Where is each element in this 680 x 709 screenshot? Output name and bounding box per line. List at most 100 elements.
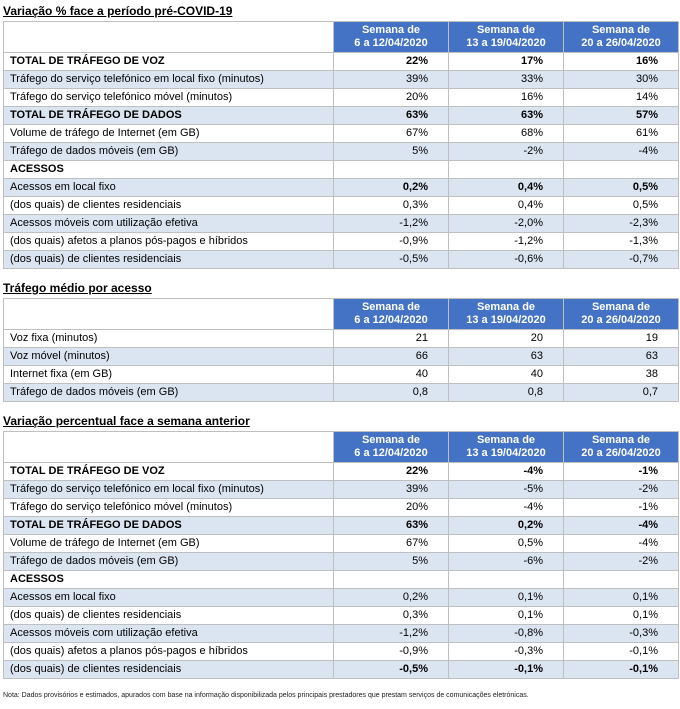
column-header: Semana de 20 a 26/04/2020 [563,298,679,330]
table-row: Acessos móveis com utilização efetiva -1,… [3,624,679,643]
value-cell: -4% [448,462,564,481]
section-variation-pre-covid: Variação % face a período pré-COVID-19 S… [3,4,679,269]
value-cell: 14% [563,88,679,107]
value-cell: 39% [333,480,449,499]
data-table-variation-previous-week: Semana de 6 a 12/04/2020 Semana de 13 a 19/… [3,431,679,679]
column-header-line2: 6 a 12/04/2020 [354,447,428,459]
column-header-line1: Semana de [591,301,651,313]
value-cell: -0,3% [448,642,564,661]
value-cell: 0,1% [563,606,679,625]
row-label: Tráfego do serviço telefónico em local f… [3,70,334,89]
value-cell: -1% [563,462,679,481]
value-cell: 0,2% [448,516,564,535]
row-label: (dos quais) de clientes residenciais [3,196,334,215]
table-row: (dos quais) afetos a planos pós-pagos e … [3,642,679,661]
row-label: (dos quais) de clientes residenciais [3,660,334,679]
table-body: Voz fixa (minutos) 21 20 19 Voz móvel (minut… [3,329,679,402]
table-row: ACESSOS [3,570,679,589]
table-row: Tráfego de dados móveis (em GB) 5% -2% -4% [3,142,679,161]
row-label: ACESSOS [3,160,334,179]
value-cell: -1,2% [448,232,564,251]
value-cell: 39% [333,70,449,89]
value-cell: 0,3% [333,606,449,625]
table-row: ACESSOS [3,160,679,179]
value-cell: 22% [333,462,449,481]
value-cell: -4% [448,498,564,517]
row-label: Volume de tráfego de Internet (em GB) [3,534,334,553]
row-label: TOTAL DE TRÁFEGO DE VOZ [3,462,334,481]
value-cell: -0,8% [448,624,564,643]
value-cell: 63% [448,106,564,125]
value-cell: 68% [448,124,564,143]
data-table-average-traffic: Semana de 6 a 12/04/2020 Semana de 13 a 19/… [3,298,679,402]
value-cell: 61% [563,124,679,143]
section-variation-previous-week: Variação percentual face a semana anteri… [3,414,679,679]
row-label: Tráfego de dados móveis (em GB) [3,383,334,402]
column-header: Semana de 6 a 12/04/2020 [333,298,449,330]
column-header-line1: Semana de [476,434,536,446]
column-header-line2: 6 a 12/04/2020 [354,314,428,326]
corner-cell [3,431,334,463]
value-cell: 21 [333,329,449,348]
table-row: Volume de tráfego de Internet (em GB) 67%… [3,124,679,143]
value-cell: 19 [563,329,679,348]
value-cell [333,570,449,589]
column-header-line2: 20 a 26/04/2020 [581,447,661,459]
value-cell: 67% [333,124,449,143]
row-label: Acessos em local fixo [3,588,334,607]
column-header-line1: Semana de [361,434,421,446]
value-cell: -2% [563,552,679,571]
value-cell: -0,7% [563,250,679,269]
value-cell: 38 [563,365,679,384]
row-label: Acessos móveis com utilização efetiva [3,624,334,643]
row-label: TOTAL DE TRÁFEGO DE DADOS [3,106,334,125]
value-cell: 0,4% [448,178,564,197]
header-row: Semana de 6 a 12/04/2020 Semana de 13 a 19/… [3,21,679,53]
column-header-line1: Semana de [591,24,651,36]
value-cell: -4% [563,142,679,161]
table-row: TOTAL DE TRÁFEGO DE VOZ 22% 17% 16% [3,52,679,71]
corner-cell [3,21,334,53]
table-row: Tráfego do serviço telefónico móvel (min… [3,498,679,517]
table-row: Tráfego do serviço telefónico em local f… [3,480,679,499]
table-row: Voz fixa (minutos) 21 20 19 [3,329,679,348]
value-cell: -1,2% [333,624,449,643]
value-cell: 0,5% [448,534,564,553]
row-label: (dos quais) afetos a planos pós-pagos e … [3,232,334,251]
value-cell: 22% [333,52,449,71]
value-cell: -6% [448,552,564,571]
value-cell: 17% [448,52,564,71]
table-row: TOTAL DE TRÁFEGO DE DADOS 63% 63% 57% [3,106,679,125]
value-cell [448,570,564,589]
row-label: Internet fixa (em GB) [3,365,334,384]
value-cell: 67% [333,534,449,553]
table-row: (dos quais) de clientes residenciais -0,5… [3,250,679,269]
value-cell: 0,8 [448,383,564,402]
value-cell: -2,3% [563,214,679,233]
table-row: (dos quais) de clientes residenciais 0,3%… [3,196,679,215]
column-header: Semana de 13 a 19/04/2020 [448,431,564,463]
footnote: Nota: Dados provisórios e estimados, apu… [3,692,529,699]
value-cell: 5% [333,142,449,161]
value-cell: -4% [563,516,679,535]
value-cell: -1% [563,498,679,517]
row-label: Tráfego de dados móveis (em GB) [3,552,334,571]
value-cell: 40 [333,365,449,384]
row-label: Tráfego de dados móveis (em GB) [3,142,334,161]
value-cell: 63 [448,347,564,366]
column-header-line1: Semana de [361,301,421,313]
row-label: (dos quais) de clientes residenciais [3,606,334,625]
table-row: Tráfego do serviço telefónico móvel (min… [3,88,679,107]
value-cell: 33% [448,70,564,89]
value-cell: 0,7 [563,383,679,402]
table-row: (dos quais) de clientes residenciais 0,3%… [3,606,679,625]
value-cell: 63 [563,347,679,366]
table-row: Internet fixa (em GB) 40 40 38 [3,365,679,384]
value-cell: -1,3% [563,232,679,251]
table-row: Acessos em local fixo 0,2% 0,4% 0,5% [3,178,679,197]
value-cell [563,160,679,179]
data-table-variation-pre-covid: Semana de 6 a 12/04/2020 Semana de 13 a 19/… [3,21,679,269]
value-cell: 0,1% [448,606,564,625]
value-cell: 20 [448,329,564,348]
value-cell: 20% [333,88,449,107]
